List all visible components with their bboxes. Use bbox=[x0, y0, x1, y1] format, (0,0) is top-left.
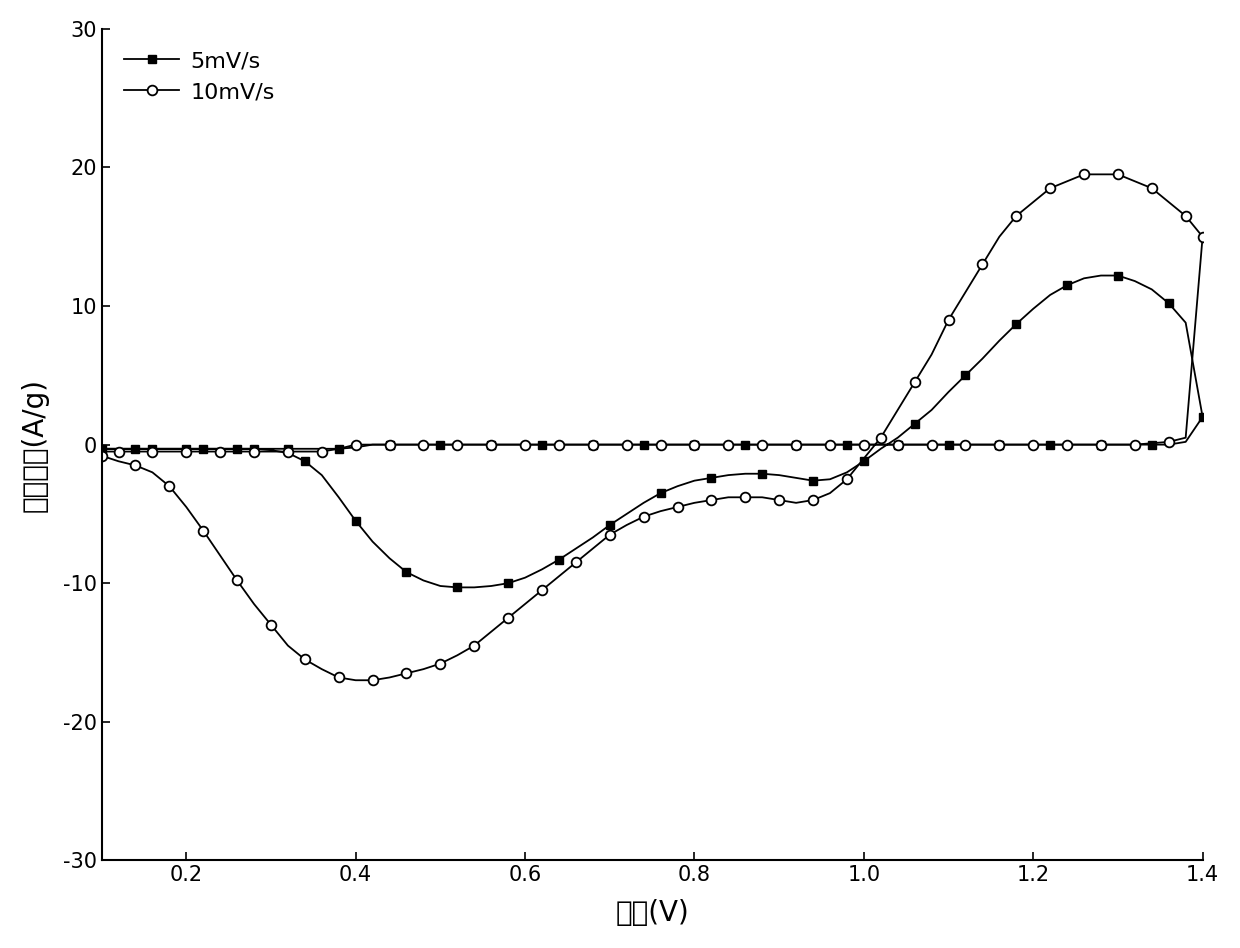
Legend: 5mV/s, 10mV/s: 5mV/s, 10mV/s bbox=[113, 40, 286, 113]
Line: 5mV/s: 5mV/s bbox=[98, 271, 1207, 592]
10mV/s bbox=[501, 439, 516, 450]
X-axis label: 电压(V): 电压(V) bbox=[615, 899, 689, 927]
10mV/s bbox=[280, 640, 295, 651]
10mV/s bbox=[789, 497, 804, 508]
5mV/s bbox=[501, 439, 516, 450]
10mV/s bbox=[857, 453, 872, 465]
5mV/s bbox=[365, 536, 379, 547]
5mV/s bbox=[789, 472, 804, 483]
10mV/s bbox=[94, 446, 109, 457]
5mV/s bbox=[450, 582, 465, 593]
10mV/s bbox=[1076, 169, 1091, 180]
5mV/s bbox=[94, 443, 109, 454]
Y-axis label: 电流密度(A/g): 电流密度(A/g) bbox=[21, 377, 48, 512]
10mV/s bbox=[484, 439, 498, 450]
Line: 10mV/s: 10mV/s bbox=[97, 170, 1208, 685]
10mV/s bbox=[94, 450, 109, 462]
10mV/s bbox=[382, 672, 397, 684]
5mV/s bbox=[484, 439, 498, 450]
5mV/s bbox=[1094, 270, 1109, 282]
5mV/s bbox=[857, 456, 872, 467]
5mV/s bbox=[94, 443, 109, 454]
5mV/s bbox=[280, 447, 295, 459]
10mV/s bbox=[348, 675, 363, 686]
